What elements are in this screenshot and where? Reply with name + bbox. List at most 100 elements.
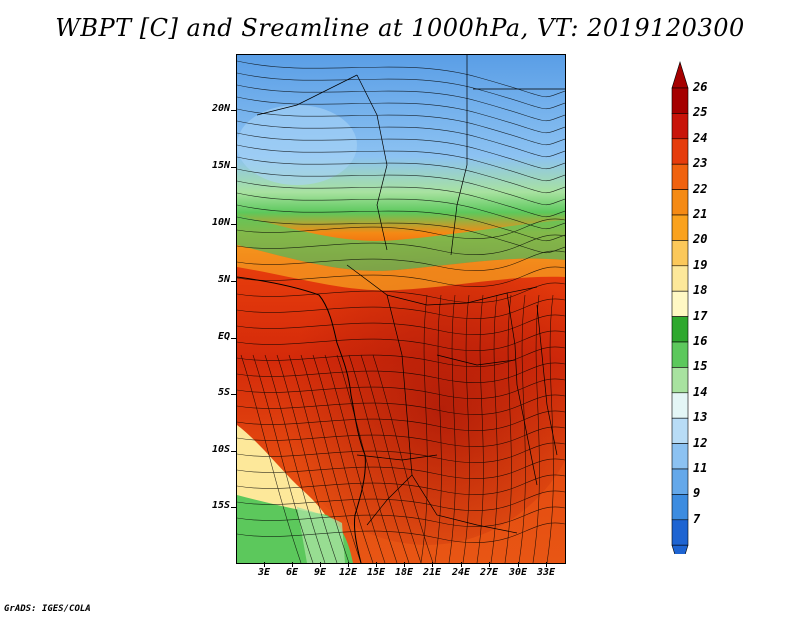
streamline [237, 282, 565, 303]
colorbar-label: 15 [693, 359, 708, 374]
streamline [237, 330, 565, 351]
streamline [462, 294, 470, 563]
colorbar-label: 17 [693, 308, 708, 323]
streamline [336, 354, 398, 563]
streamline [237, 234, 565, 255]
colorbar-top-triangle [671, 60, 689, 89]
lon-tick [264, 562, 265, 567]
colorbar-label: 16 [693, 334, 708, 348]
colorbar-label: 19 [693, 257, 708, 272]
streamline [360, 354, 422, 563]
streamline [420, 294, 428, 563]
colorbar-segment [671, 214, 689, 241]
colorbar-label: 22 [693, 181, 708, 196]
lon-tick [518, 562, 519, 567]
streamline [237, 266, 565, 287]
colorbar-segment [671, 240, 689, 267]
colorbar-label: 18 [693, 283, 708, 298]
streamline [312, 354, 374, 563]
colorbar-segment [671, 290, 689, 317]
southwest-light-green [297, 507, 345, 563]
lat-tick-label: 15N [211, 160, 230, 171]
lat-tick-label: 20N [211, 103, 230, 114]
lon-tick-label: 12E [338, 567, 358, 578]
streamline [434, 294, 442, 563]
streamline [546, 294, 554, 563]
coastline [237, 276, 366, 563]
colorbar-segment [671, 316, 689, 343]
streamline [237, 522, 565, 543]
colorbar-bottom-triangle [671, 544, 689, 554]
streamline [237, 474, 565, 495]
wbpt-map [237, 55, 565, 563]
colorbar-label: 11 [693, 461, 708, 475]
warm-core [267, 205, 565, 545]
colorbar-segment [671, 189, 689, 216]
colorbar-label: 20 [693, 232, 708, 247]
map-panel [236, 54, 566, 564]
streamline [448, 294, 456, 563]
colorbar-label: 25 [693, 105, 708, 120]
colorbar-segment [671, 519, 689, 546]
lon-tick-label: 21E [422, 567, 442, 578]
streamline [237, 216, 565, 254]
streamline [237, 60, 565, 98]
lat-tick [231, 451, 236, 452]
streamline [237, 346, 565, 367]
streamline [237, 362, 565, 383]
lon-tick [404, 562, 405, 567]
streamline [324, 354, 386, 563]
streamline [237, 458, 565, 479]
streamline [237, 490, 565, 511]
streamline [237, 250, 565, 271]
streamline [237, 192, 565, 230]
colorbar-segment [671, 468, 689, 495]
lat-tick [231, 224, 236, 225]
streamline [518, 294, 526, 563]
colorbar-label: 12 [693, 435, 708, 450]
streamline [504, 294, 512, 563]
lon-tick-label: 18E [394, 567, 414, 578]
lon-tick [292, 562, 293, 567]
streamline [237, 298, 565, 319]
streamline [237, 144, 565, 182]
streamline [237, 72, 565, 110]
lon-tick [432, 562, 433, 567]
streamline [490, 294, 498, 563]
lon-tick-label: 27E [479, 567, 499, 578]
colorbar-segment [671, 138, 689, 165]
lon-tick-label: 33E [536, 567, 556, 578]
streamline [237, 96, 565, 134]
colorbar-label: 21 [693, 207, 708, 221]
lat-tick-label: 10S [211, 444, 230, 455]
lon-tick [546, 562, 547, 567]
colorbar-segment [671, 417, 689, 444]
streamline [237, 426, 565, 447]
lon-tick [320, 562, 321, 567]
lat-tick [231, 507, 236, 508]
streamline [237, 132, 565, 170]
colorbar-segment [671, 113, 689, 140]
lon-tick-label: 24E [451, 567, 471, 578]
streamline [237, 378, 565, 399]
colorbar-segment [671, 392, 689, 419]
streamline [372, 354, 434, 563]
lon-tick [376, 562, 377, 567]
streamline [264, 354, 326, 563]
lat-tick-label: EQ [217, 331, 230, 342]
streamline [237, 204, 565, 242]
colorbar-segment [671, 163, 689, 190]
colorbar-label: 24 [693, 130, 708, 145]
lat-tick-label: 15S [211, 500, 230, 511]
streamline [237, 506, 565, 527]
lon-tick-label: 15E [366, 567, 386, 578]
streamline [276, 354, 338, 563]
streamlines [237, 60, 565, 563]
streamline [300, 354, 362, 563]
lon-tick-label: 30E [508, 567, 528, 578]
streamline [237, 108, 565, 146]
chart-title: WBPT [C] and Sreamline at 1000hPa, VT: 2… [55, 14, 745, 42]
colorbar-label: 26 [693, 80, 708, 94]
colorbar-label: 13 [693, 410, 708, 425]
streamline [348, 354, 410, 563]
